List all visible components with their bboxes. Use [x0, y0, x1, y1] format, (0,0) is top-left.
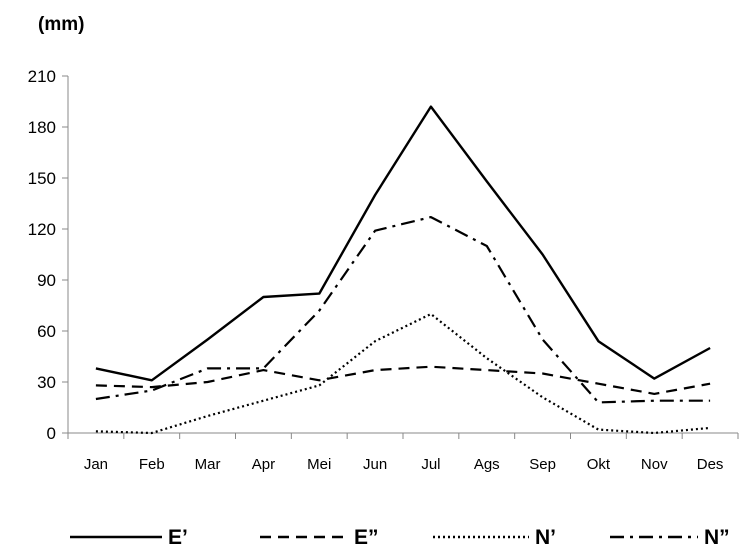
series-line-2 — [95, 365, 711, 395]
x-tick-label: Jan — [84, 456, 108, 473]
legend-label-2: E” — [354, 526, 379, 549]
legend-label-3: N’ — [535, 526, 556, 549]
series-line-1 — [95, 105, 711, 382]
x-tick-label: Sep — [529, 456, 556, 473]
x-tick-label: Mar — [195, 456, 221, 473]
legend: E’ E” N’ N” — [70, 526, 730, 549]
x-tick-label: Feb — [139, 456, 165, 473]
x-tick-label: Nov — [641, 456, 668, 473]
y-tick-label: 0 — [47, 424, 56, 443]
series-line-3 — [95, 312, 711, 435]
y-tick-label: 180 — [28, 118, 56, 137]
x-tick-label: Des — [697, 456, 724, 473]
y-tick-label: 90 — [37, 271, 56, 290]
x-tick-label: Mei — [307, 456, 331, 473]
series-lines — [95, 105, 711, 435]
x-tick-label: Jun — [363, 456, 387, 473]
y-tick-label: 210 — [28, 67, 56, 86]
x-tick-label: Jul — [421, 456, 440, 473]
y-tick-label: 120 — [28, 220, 56, 239]
y-tick-label: 30 — [37, 373, 56, 392]
legend-label-1: E’ — [168, 526, 188, 549]
legend-label-4: N” — [704, 526, 730, 549]
x-tick-label: Okt — [587, 456, 611, 473]
x-tick-label: Apr — [252, 456, 275, 473]
axes: 0 30 60 90 120 150 180 210 Jan Feb Mar Apr Mei Jun Jul… — [28, 67, 739, 473]
y-tick-label: 60 — [37, 322, 56, 341]
x-tick-label: Ags — [474, 456, 500, 473]
y-axis-unit-label: (mm) — [38, 14, 84, 35]
y-tick-label: 150 — [28, 169, 56, 188]
series-line-4 — [95, 216, 711, 404]
